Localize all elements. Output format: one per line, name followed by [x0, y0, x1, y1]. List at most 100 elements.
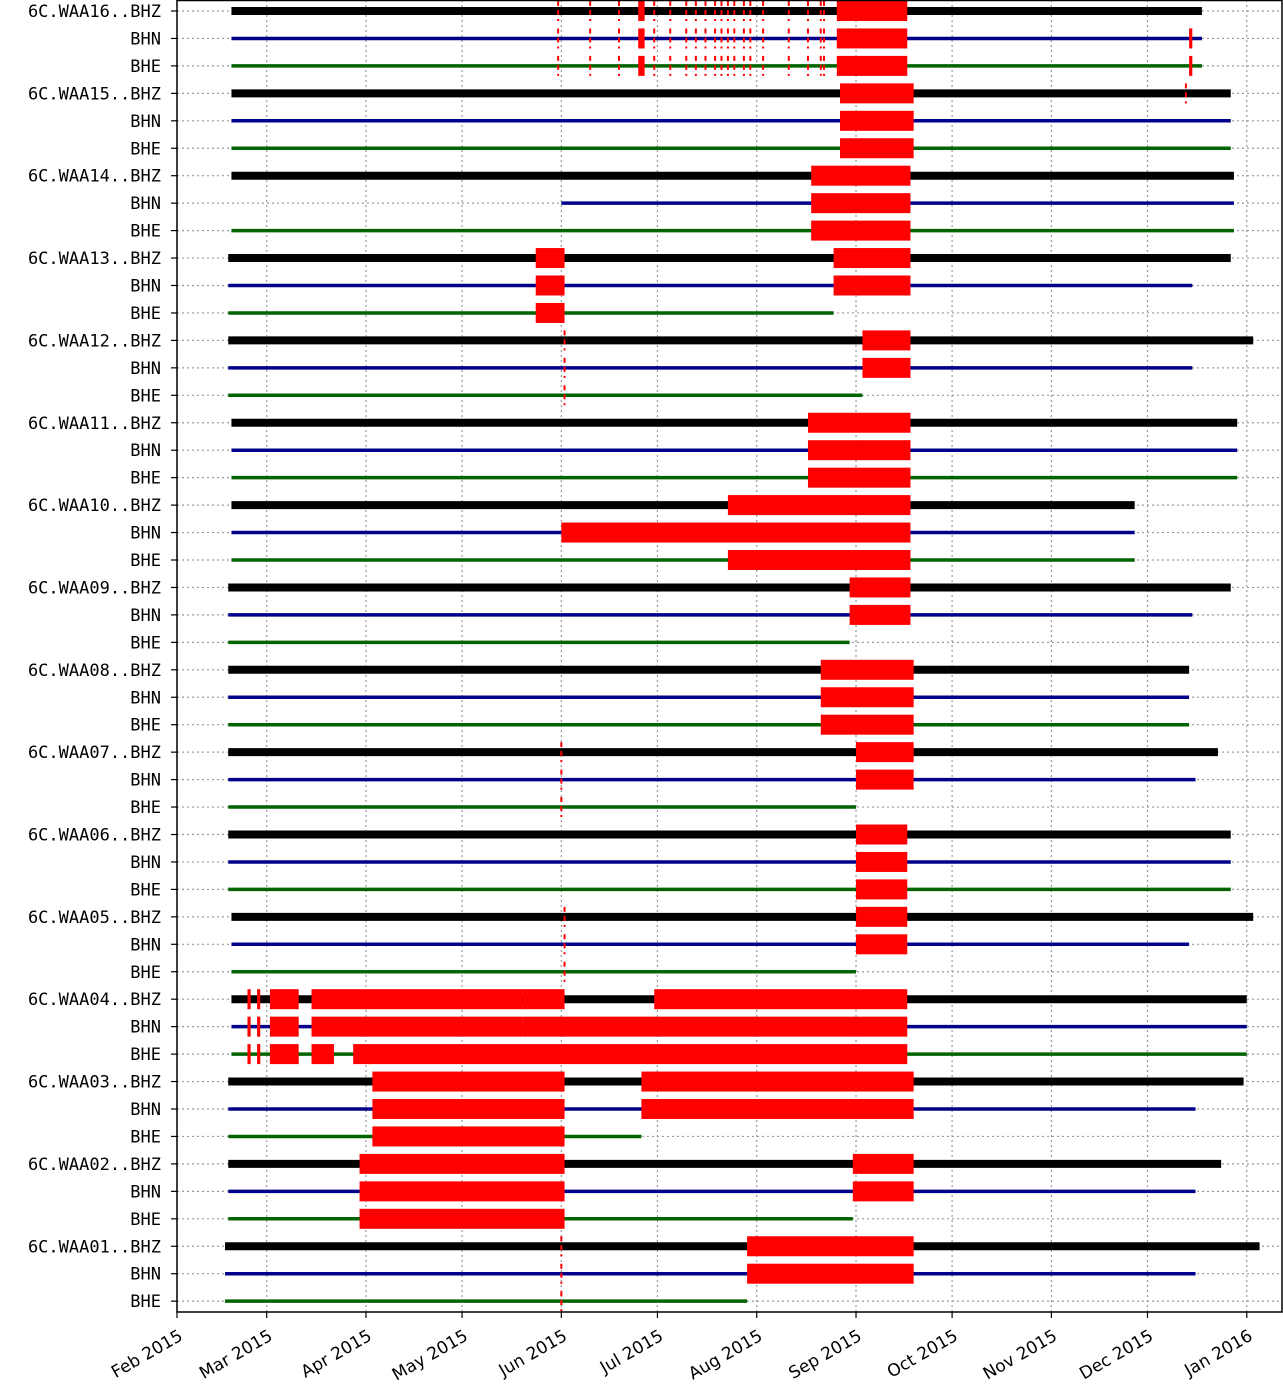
y-tick-label: BHE	[130, 798, 161, 818]
y-tick-label: BHE	[130, 963, 161, 983]
gap-block	[811, 165, 911, 186]
gap-block	[257, 989, 261, 1010]
gap-block	[747, 1236, 914, 1257]
x-tick-label: Apr 2015	[298, 1326, 376, 1382]
x-tick-label: Oct 2015	[884, 1326, 962, 1382]
gap-block	[535, 275, 565, 296]
y-tick-label: BHE	[130, 633, 161, 653]
y-tick-label: 6C.WAA15..BHZ	[28, 84, 161, 104]
x-tick-label: May 2015	[389, 1326, 472, 1385]
y-tick-label: BHN	[130, 112, 161, 132]
gap-block	[247, 1016, 251, 1037]
y-tick-label: BHE	[130, 1045, 161, 1065]
gap-block	[849, 577, 911, 598]
gap-block	[1189, 55, 1193, 76]
gap-block	[311, 1044, 334, 1065]
y-tick-label: BHE	[130, 386, 161, 406]
gap-block	[727, 495, 911, 516]
y-tick-label: BHE	[130, 716, 161, 736]
y-tick-label: BHN	[130, 359, 161, 379]
x-tick-label: Feb 2015	[108, 1326, 186, 1383]
gap-block	[269, 989, 299, 1010]
y-tick-label: BHN	[130, 771, 161, 791]
event-layer	[557, 1, 1187, 1312]
gap-block	[638, 28, 645, 49]
gap-block	[856, 906, 908, 927]
gap-block	[836, 1, 908, 21]
y-tick-label: BHE	[130, 139, 161, 159]
gap-block	[311, 1016, 523, 1037]
y-tick-label: 6C.WAA08..BHZ	[28, 661, 161, 681]
y-axis: 6C.WAA16..BHZ BHN BHE 6C.WAA15..BHZ BHN BHE 6C…	[28, 2, 177, 1312]
x-tick-label: Mar 2015	[196, 1326, 276, 1384]
gap-block	[833, 275, 911, 296]
gap-block	[833, 248, 911, 269]
gap-layer	[247, 1, 1193, 1284]
y-tick-label: BHE	[130, 222, 161, 242]
y-tick-label: 6C.WAA11..BHZ	[28, 414, 161, 434]
y-tick-label: BHN	[130, 688, 161, 708]
y-tick-label: 6C.WAA10..BHZ	[28, 496, 161, 516]
y-tick-label: BHE	[130, 57, 161, 77]
gap-block	[311, 989, 523, 1010]
gap-block	[359, 1153, 565, 1174]
gap-block	[247, 1044, 251, 1065]
y-tick-label: BHN	[130, 606, 161, 626]
gap-block	[269, 1016, 299, 1037]
gap-block	[269, 1044, 299, 1065]
gap-block	[1189, 28, 1193, 49]
gap-block	[359, 1208, 565, 1229]
x-tick-label: Sep 2015	[786, 1326, 866, 1384]
x-tick-label: Jul 2015	[596, 1326, 667, 1378]
y-tick-label: 6C.WAA07..BHZ	[28, 743, 161, 763]
gap-block	[807, 412, 911, 433]
gap-block	[856, 769, 914, 790]
gap-block	[811, 193, 911, 214]
gap-block	[840, 110, 914, 131]
gap-block	[856, 742, 914, 763]
gap-block	[522, 989, 565, 1010]
y-tick-label: BHN	[130, 29, 161, 49]
x-tick-label: Nov 2015	[980, 1326, 1061, 1384]
x-tick-label: Jan 2016	[1180, 1326, 1256, 1381]
gap-block	[856, 824, 908, 845]
gap-block	[807, 440, 911, 461]
gap-block	[836, 28, 908, 49]
y-tick-label: BHN	[130, 1182, 161, 1202]
y-tick-label: BHN	[130, 524, 161, 544]
gap-block	[820, 659, 914, 680]
y-tick-label: 6C.WAA04..BHZ	[28, 990, 161, 1010]
gap-block	[561, 522, 911, 543]
y-tick-label: BHE	[130, 1127, 161, 1147]
x-axis: Feb 2015 Mar 2015 Apr 2015 May 2015 Jun 2015…	[108, 1312, 1256, 1385]
gap-block	[353, 1044, 908, 1065]
gap-block	[372, 1126, 565, 1147]
y-tick-label: BHN	[130, 194, 161, 214]
gap-block	[862, 330, 911, 351]
gap-block	[654, 989, 908, 1010]
y-tick-label: BHN	[130, 935, 161, 955]
gap-block	[641, 1071, 914, 1092]
gap-block	[820, 687, 914, 708]
y-tick-label: BHN	[130, 1100, 161, 1120]
gap-block	[862, 357, 911, 378]
x-tick-label: Jun 2015	[495, 1326, 571, 1381]
gap-block	[372, 1071, 565, 1092]
gap-block	[836, 55, 908, 76]
y-tick-label: BHN	[130, 1265, 161, 1285]
x-tick-label: Aug 2015	[685, 1326, 766, 1384]
y-tick-label: 6C.WAA01..BHZ	[28, 1237, 161, 1257]
gap-block	[820, 714, 914, 735]
y-tick-label: 6C.WAA09..BHZ	[28, 578, 161, 598]
gap-block	[535, 248, 565, 269]
y-tick-label: BHE	[130, 1292, 161, 1312]
gap-block	[811, 220, 911, 241]
y-tick-label: BHN	[130, 853, 161, 873]
gap-block	[856, 851, 908, 872]
y-tick-label: 6C.WAA06..BHZ	[28, 826, 161, 846]
y-tick-label: BHE	[130, 469, 161, 489]
y-tick-label: BHN	[130, 277, 161, 297]
gap-block	[852, 1153, 914, 1174]
y-tick-label: 6C.WAA16..BHZ	[28, 2, 161, 22]
